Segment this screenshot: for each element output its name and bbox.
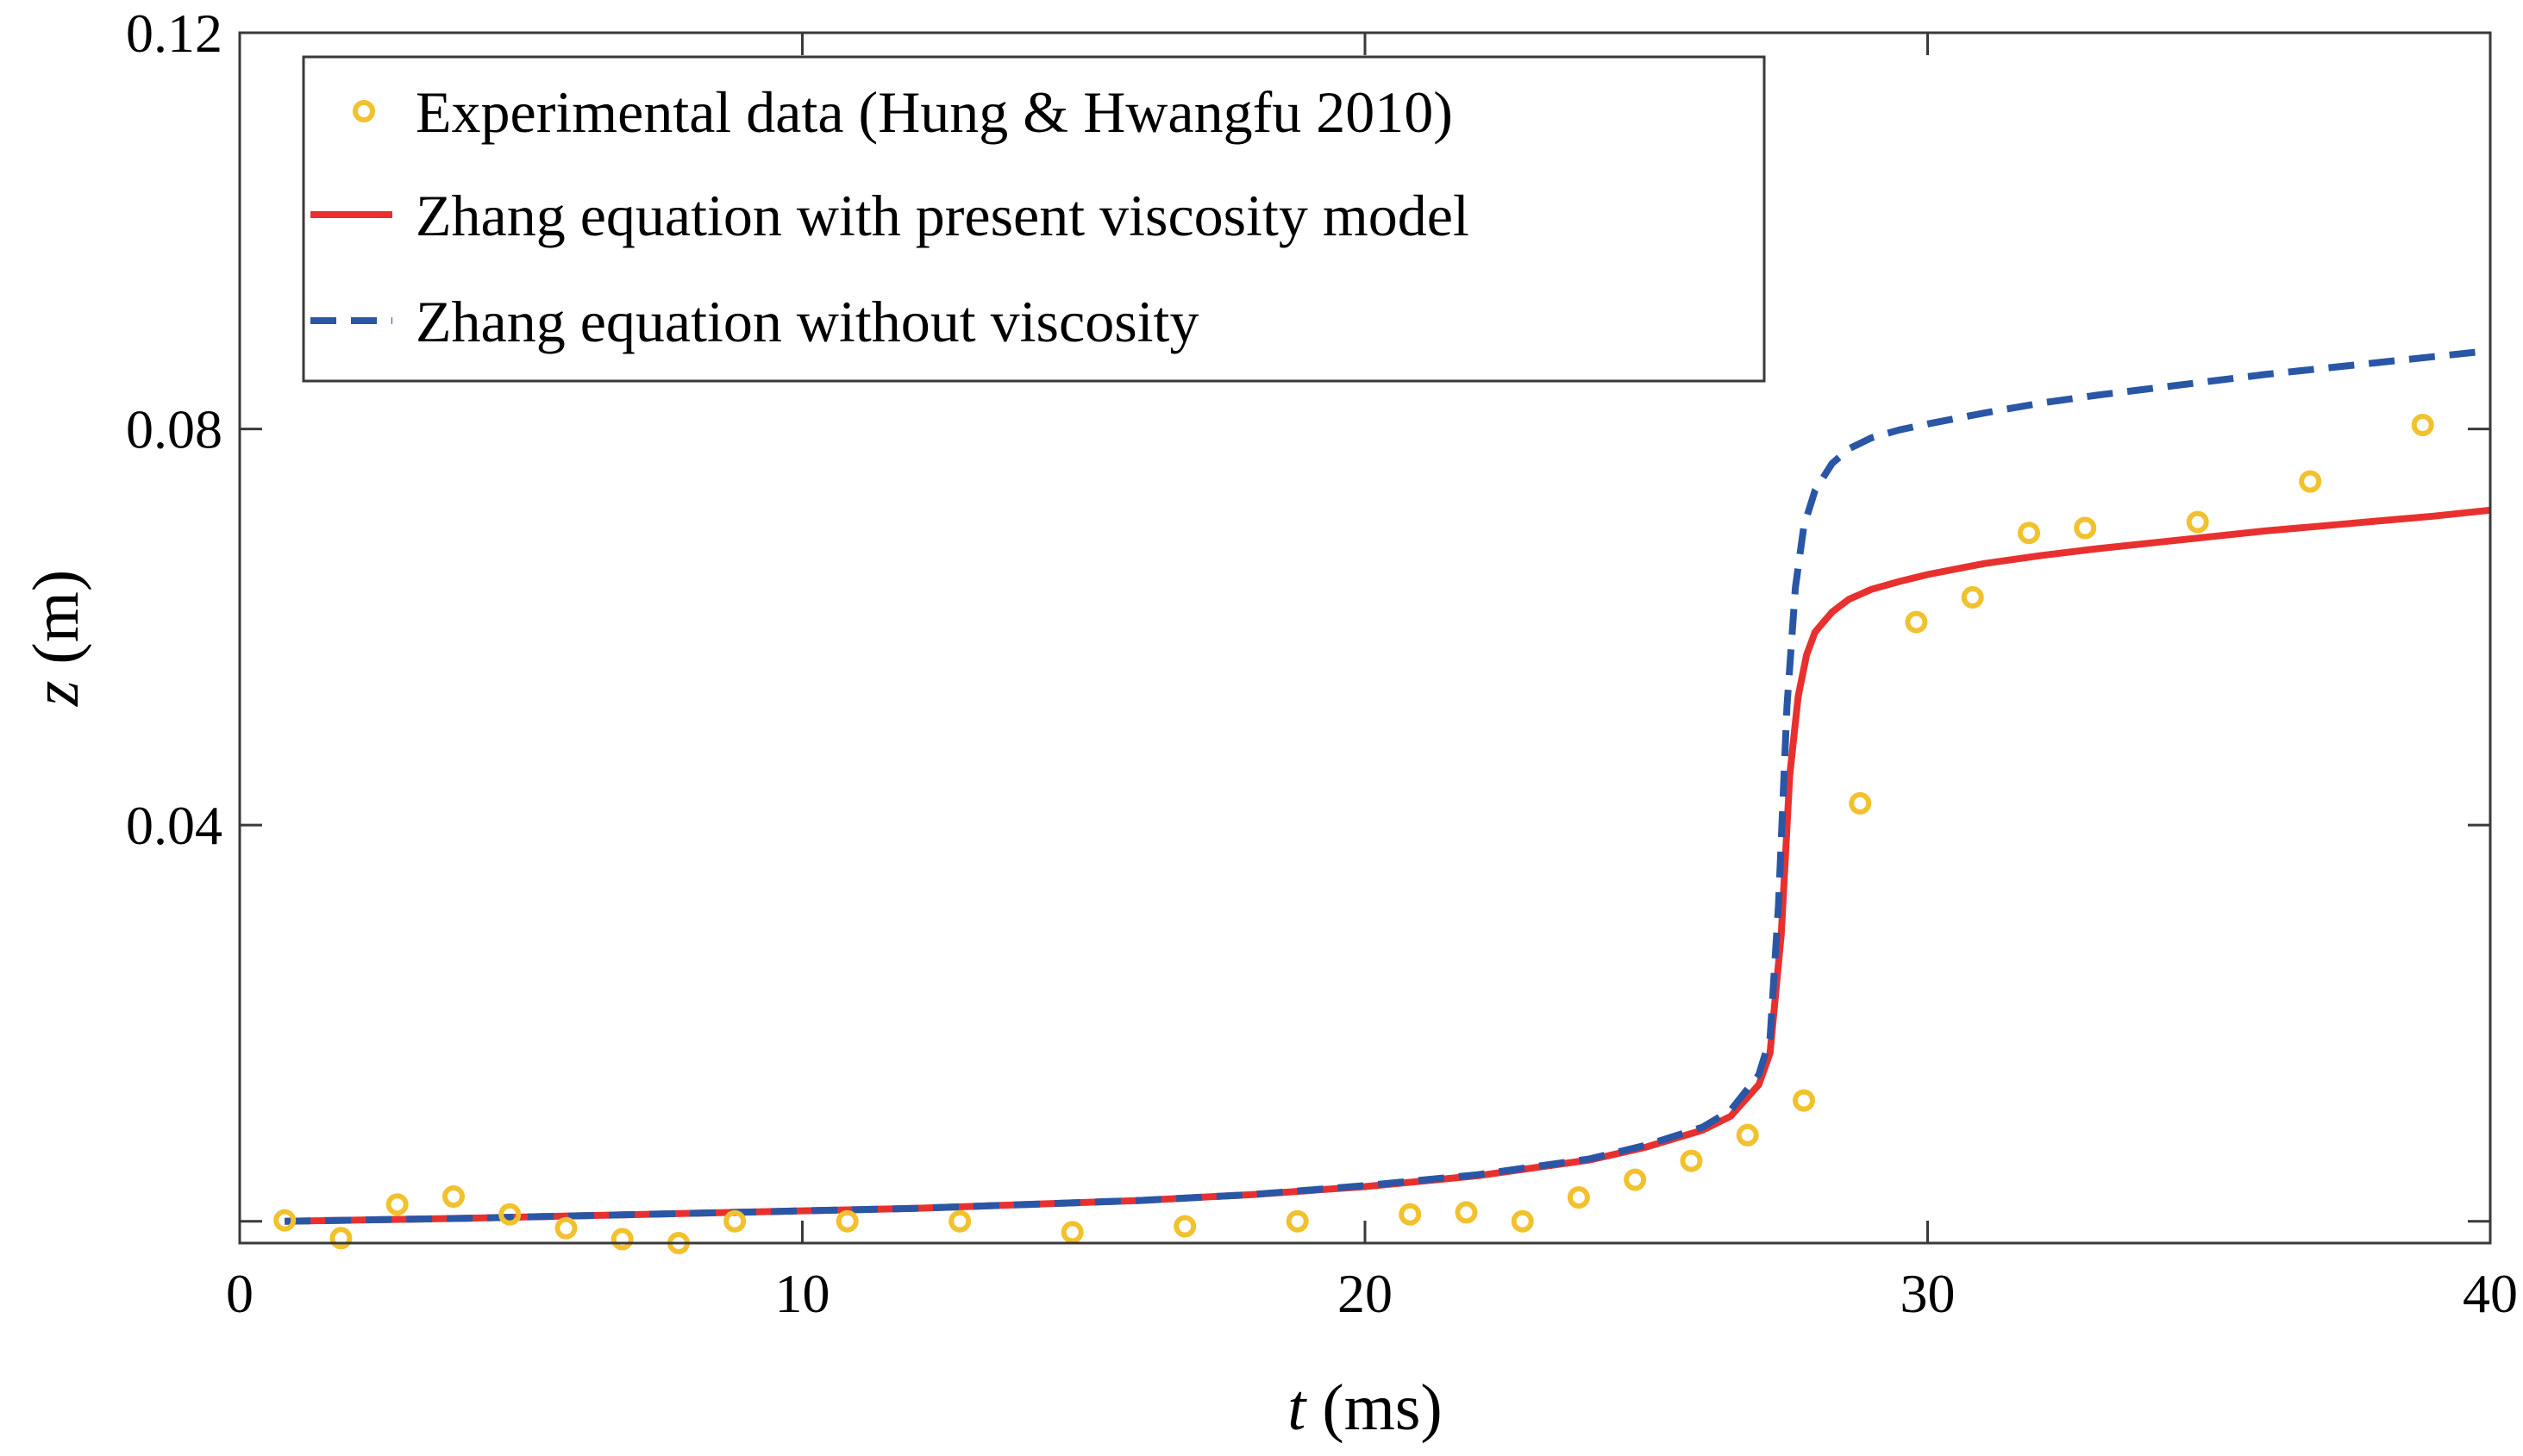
legend: Experimental data (Hung & Hwangfu 2010) Z… [302, 55, 1766, 383]
y-axis-label-unit: (m) [20, 570, 92, 681]
y-axis-label: z (m) [20, 570, 92, 707]
data-point [1736, 1123, 1759, 1147]
data-point [1849, 791, 1872, 815]
series-scatter-0 [273, 414, 2434, 1254]
x-tick-label: 0 [226, 1263, 254, 1324]
data-point [1286, 1209, 1309, 1233]
x-tick-label: 40 [2463, 1263, 2518, 1324]
data-point [2186, 510, 2209, 534]
data-point [1680, 1149, 1703, 1172]
data-point [723, 1209, 747, 1233]
x-axis-label-unit: (ms) [1305, 1372, 1442, 1444]
y-tick-label: 0.08 [126, 399, 222, 460]
y-tick-label: 0.04 [126, 795, 222, 856]
data-point [1905, 610, 1928, 634]
x-tick-label: 10 [775, 1263, 830, 1324]
legend-marker [353, 100, 375, 122]
data-point [2074, 516, 2097, 540]
data-point [1511, 1209, 1534, 1233]
data-point [498, 1203, 522, 1226]
legend-box [302, 55, 1766, 383]
data-point [2411, 414, 2434, 436]
y-axis-label-symbol: z [20, 681, 92, 708]
data-point [1624, 1168, 1647, 1191]
data-point [1061, 1221, 1084, 1244]
data-point [1567, 1186, 1590, 1209]
data-point [1793, 1089, 1815, 1112]
legend-label: Zhang equation without viscosity [416, 289, 1199, 354]
data-point [1455, 1201, 1478, 1224]
data-point [836, 1209, 859, 1233]
data-point [948, 1209, 972, 1233]
data-point [1399, 1203, 1422, 1226]
data-point [273, 1209, 297, 1232]
x-tick-label: 20 [1337, 1263, 1393, 1324]
data-point [1174, 1215, 1197, 1238]
y-tick-label: 0.12 [126, 3, 222, 64]
legend-label: Experimental data (Hung & Hwangfu 2010) [416, 79, 1453, 145]
data-point [2018, 522, 2040, 545]
data-point [554, 1216, 578, 1240]
legend-entry-0: Experimental data (Hung & Hwangfu 2010) [353, 79, 1453, 145]
data-point [385, 1193, 409, 1216]
data-layer [273, 347, 2491, 1254]
series-line-2 [285, 347, 2491, 1225]
axes-layer: 0 10 20 30 40 0.04 0.08 0.12 t (ms) z (m) [20, 3, 2518, 1444]
x-tick-label: 30 [1900, 1263, 1956, 1324]
data-point [442, 1185, 465, 1208]
data-point [329, 1227, 353, 1250]
data-point [1961, 585, 1984, 609]
legend-entry-2: Zhang equation without viscosity [310, 289, 1199, 354]
data-point [610, 1228, 634, 1251]
x-axis-label-symbol: t [1287, 1372, 1307, 1444]
legend-label: Zhang equation with present viscosity mo… [416, 183, 1469, 248]
x-axis-label: t (ms) [1287, 1372, 1442, 1444]
data-point [2299, 470, 2322, 493]
legend-entry-1: Zhang equation with present viscosity mo… [310, 183, 1469, 248]
